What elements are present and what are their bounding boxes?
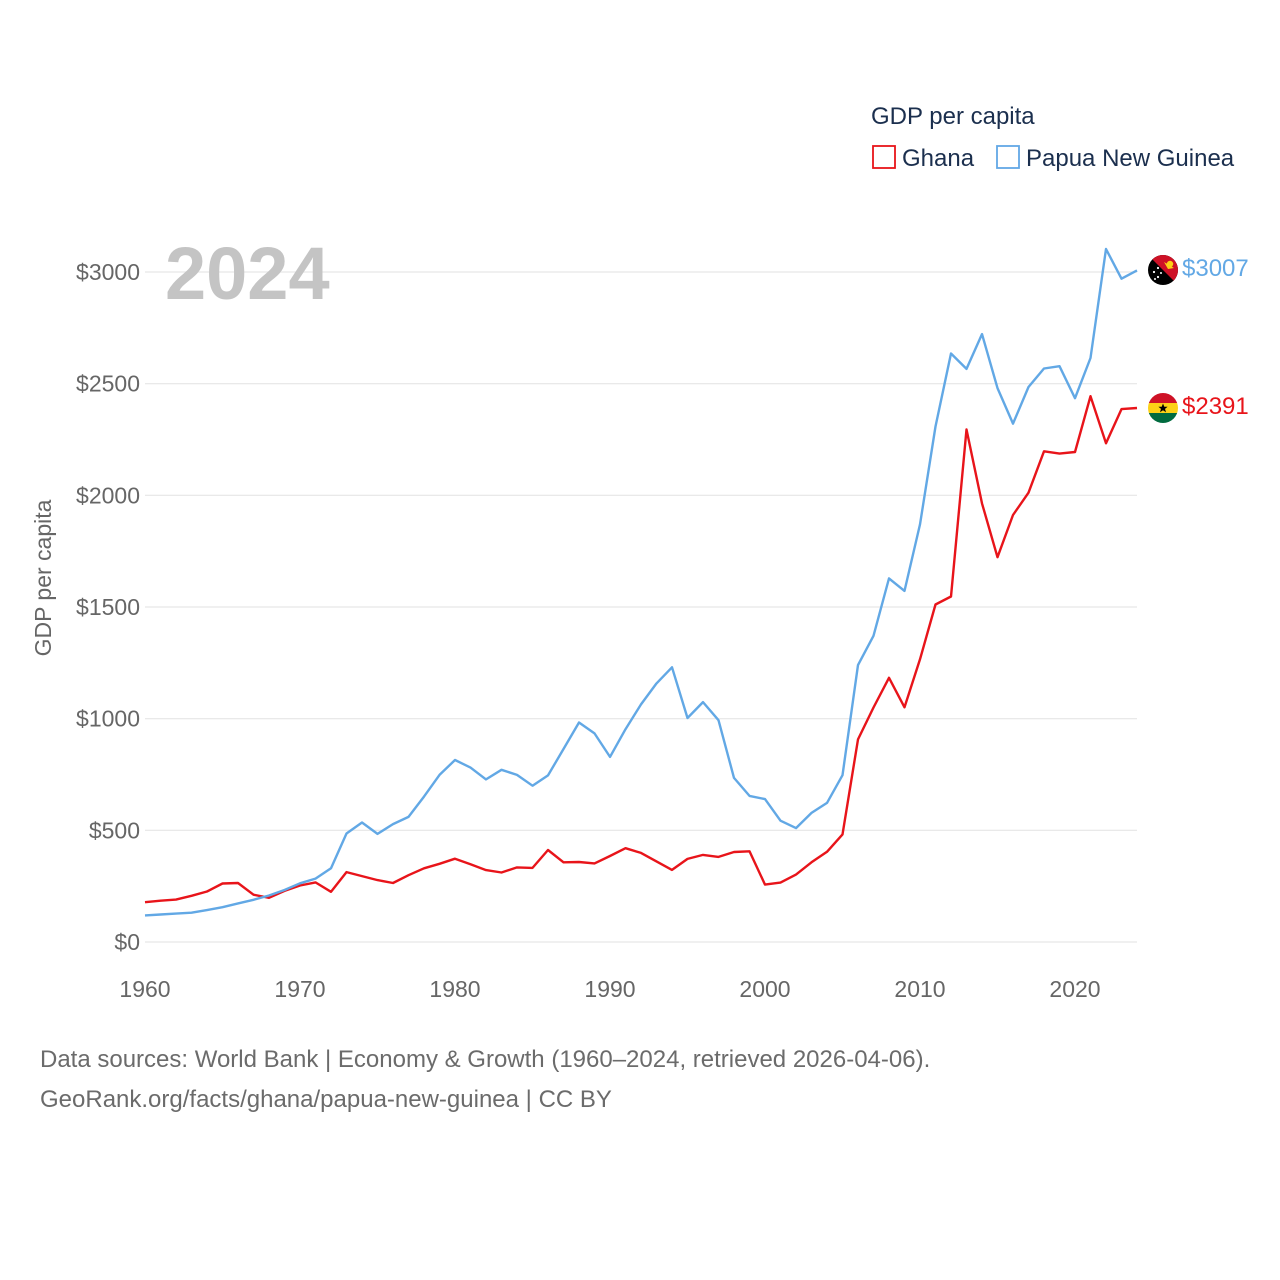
- y-tick-label: $1500: [76, 594, 140, 620]
- footer: Data sources: World Bank | Economy & Gro…: [40, 1040, 930, 1120]
- y-tick-label: $3000: [76, 259, 140, 285]
- ghana-flag-icon: [1148, 393, 1178, 423]
- x-axis-ticks: 1960 1970 1980 1990 2000 2010 2020: [119, 976, 1100, 1002]
- y-tick-label: $2500: [76, 371, 140, 397]
- footer-sources: Data sources: World Bank | Economy & Gro…: [40, 1046, 931, 1073]
- x-tick-label: 1980: [429, 976, 480, 1002]
- series-line-ghana: [144, 395, 1138, 904]
- series-line-papua-new-guinea: [144, 247, 1138, 917]
- series-lines: [144, 247, 1138, 917]
- x-tick-label: 2020: [1049, 976, 1100, 1002]
- y-axis-ticks: $0 $500 $1000 $1500 $2000 $2500 $3000: [76, 259, 140, 955]
- x-tick-label: 1960: [119, 976, 170, 1002]
- year-label: 2024: [165, 232, 330, 315]
- papua-new-guinea-flag-icon: [1148, 255, 1178, 285]
- x-tick-label: 1970: [274, 976, 325, 1002]
- y-tick-label: $1000: [76, 706, 140, 732]
- end-label-papua-new-guinea: $3007: [1182, 255, 1249, 282]
- x-tick-label: 2010: [894, 976, 945, 1002]
- x-tick-label: 1990: [584, 976, 635, 1002]
- footer-link[interactable]: GeoRank.org/facts/ghana/papua-new-guinea…: [40, 1086, 612, 1113]
- y-tick-label: $500: [89, 817, 140, 843]
- gridlines: [145, 271, 1137, 943]
- legend-label-papua-new-guinea: Papua New Guinea: [1026, 145, 1235, 172]
- legend: GDP per capita Ghana Papua New Guinea: [871, 103, 1235, 172]
- x-tick-label: 2000: [739, 976, 790, 1002]
- legend-swatch-papua-new-guinea: [996, 145, 1020, 169]
- y-axis-title: GDP per capita: [30, 499, 56, 656]
- y-tick-label: $0: [114, 929, 140, 955]
- legend-swatch-ghana: [872, 145, 896, 169]
- end-label-ghana: $2391: [1182, 393, 1249, 420]
- gdp-line-chart: $0 $500 $1000 $1500 $2000 $2500 $3000 1960 1970…: [30, 103, 1249, 1002]
- legend-label-ghana: Ghana: [902, 145, 975, 172]
- legend-title: GDP per capita: [871, 103, 1035, 130]
- y-tick-label: $2000: [76, 482, 140, 508]
